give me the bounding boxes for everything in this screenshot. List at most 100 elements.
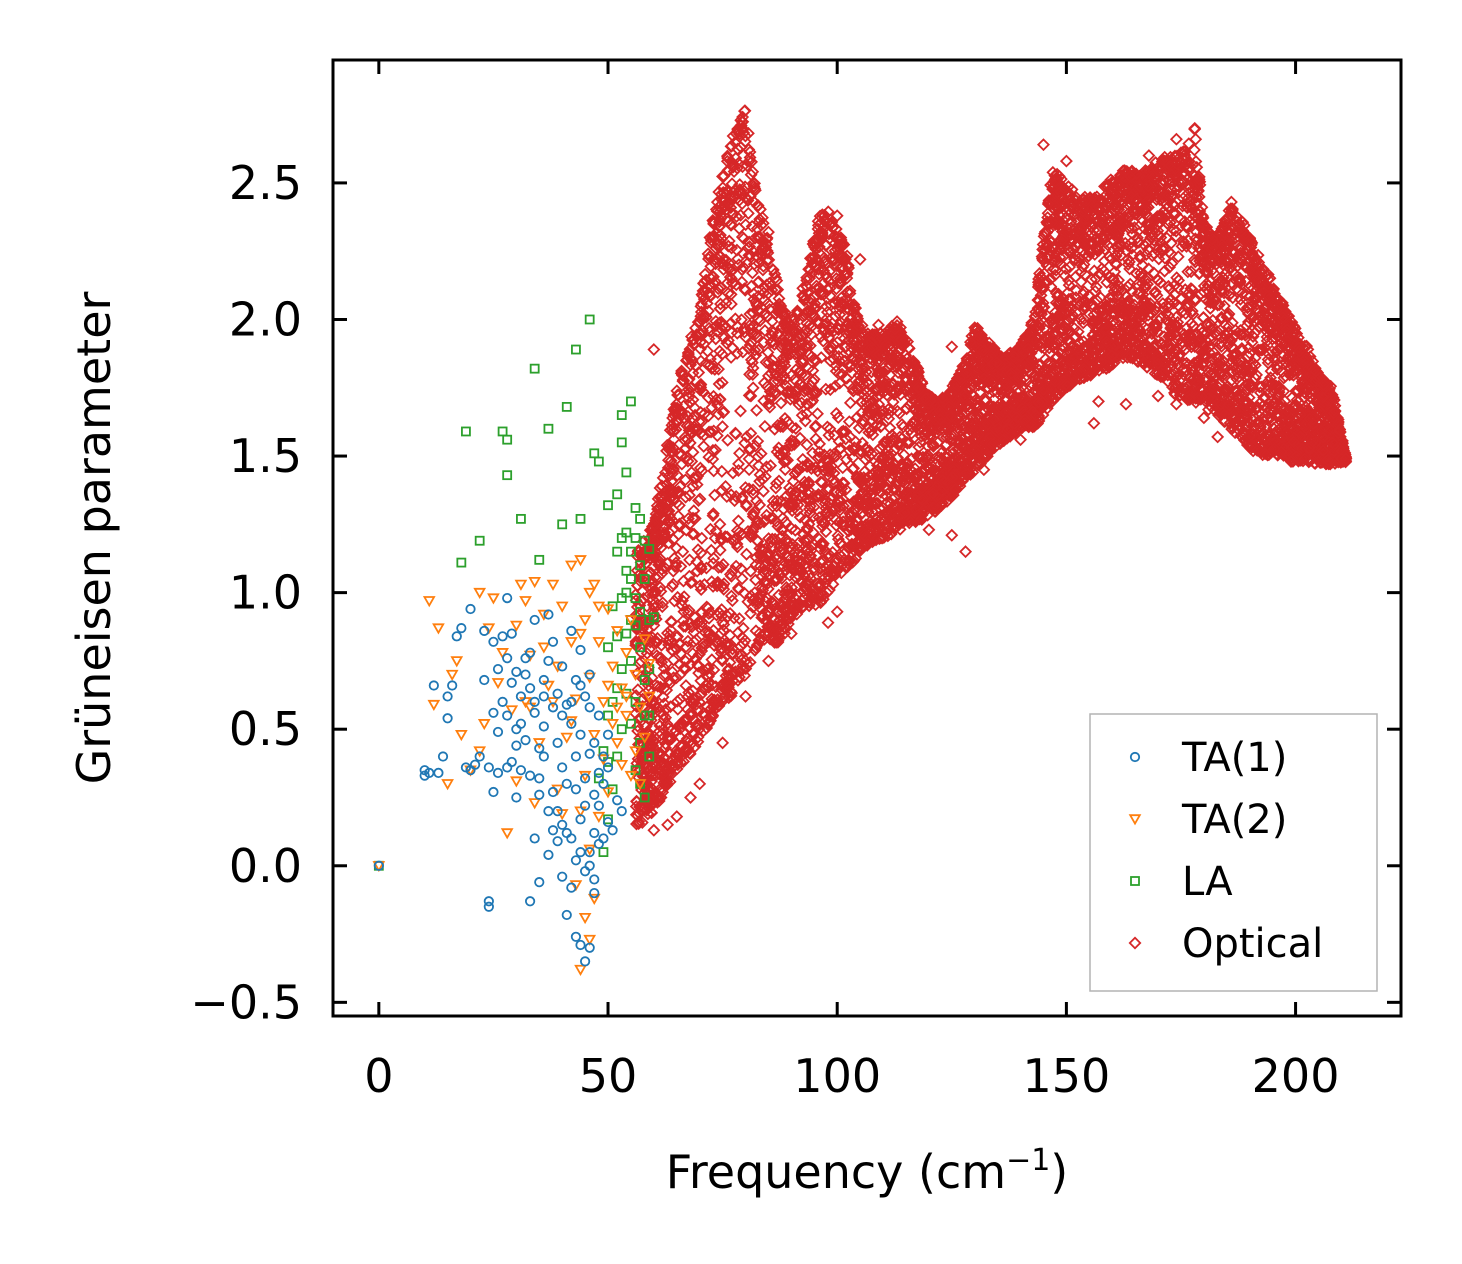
optical-point [656, 529, 670, 543]
optical-point [684, 576, 698, 590]
optical-point [921, 440, 935, 453]
optical-point [802, 517, 816, 531]
optical-point [721, 286, 735, 300]
optical-point [811, 487, 825, 501]
optical-point [635, 584, 649, 598]
optical-point [729, 559, 743, 573]
optical-point [673, 480, 687, 494]
optical-point [711, 407, 725, 421]
optical-point [692, 666, 706, 680]
optical-point [676, 614, 690, 628]
optical-point [645, 581, 659, 595]
optical-point [702, 286, 716, 300]
optical-point [1291, 384, 1305, 398]
optical-point [666, 462, 680, 476]
optical-point [734, 639, 748, 653]
optical-point [743, 367, 757, 381]
optical-point [689, 633, 703, 647]
optical-point [1109, 258, 1123, 272]
optical-point [895, 418, 909, 431]
optical-point [774, 371, 788, 385]
optical-point [738, 481, 752, 495]
optical-point [895, 438, 909, 452]
optical-point [819, 505, 833, 519]
optical-point [724, 297, 738, 311]
optical-point [1073, 295, 1087, 309]
optical-point [724, 589, 738, 603]
optical-point [949, 419, 963, 432]
optical-point [766, 353, 780, 367]
optical-point [1210, 324, 1224, 338]
optical-point [762, 355, 776, 369]
optical-point [779, 379, 793, 393]
optical-point [805, 350, 818, 364]
optical-point [1087, 229, 1101, 243]
optical-point [708, 488, 722, 502]
optical-point [862, 444, 876, 458]
optical-point [1180, 356, 1193, 370]
optical-point [749, 558, 763, 572]
optical-point [776, 333, 790, 347]
optical-point [745, 266, 759, 280]
optical-point [661, 730, 675, 744]
optical-point [1068, 330, 1082, 344]
optical-point [819, 382, 833, 396]
optical-point [744, 353, 758, 367]
optical-point [1071, 325, 1085, 339]
optical-point [679, 523, 693, 537]
optical-point [740, 547, 754, 561]
optical-point [632, 608, 646, 622]
optical-point [713, 302, 727, 316]
optical-point [695, 531, 709, 545]
optical-point [1049, 351, 1063, 365]
series-optical [629, 104, 1353, 837]
optical-point [804, 304, 818, 318]
optical-point [783, 568, 797, 582]
optical-point [672, 527, 686, 541]
optical-point [897, 487, 911, 501]
optical-point [1107, 203, 1121, 217]
optical-point [818, 544, 832, 558]
optical-point [758, 324, 772, 338]
optical-point [812, 445, 826, 459]
optical-point [787, 438, 801, 451]
optical-point [954, 430, 968, 444]
optical-point [682, 617, 696, 630]
optical-point [1195, 358, 1209, 372]
optical-point [1195, 243, 1209, 257]
optical-point [1055, 239, 1069, 253]
optical-point [715, 347, 729, 361]
optical-point [746, 483, 760, 497]
optical-point [829, 407, 843, 420]
optical-point [813, 437, 827, 451]
optical-point [877, 470, 891, 484]
optical-point [1260, 334, 1274, 348]
optical-point [653, 581, 667, 594]
optical-point [697, 439, 711, 453]
optical-point [630, 756, 644, 770]
optical-point [665, 418, 679, 432]
optical-point [1289, 398, 1303, 412]
optical-point [801, 456, 815, 470]
optical-point [1152, 229, 1166, 243]
optical-point [759, 355, 773, 369]
optical-point [749, 295, 763, 309]
optical-point [654, 584, 668, 598]
optical-point [790, 339, 804, 353]
optical-point [691, 730, 705, 744]
optical-point [675, 457, 689, 471]
optical-point [1027, 386, 1041, 400]
optical-point [778, 463, 792, 477]
optical-point [697, 428, 711, 442]
optical-point [1130, 231, 1144, 245]
optical-point [725, 594, 739, 608]
optical-point [779, 532, 793, 546]
optical-point [1133, 249, 1147, 263]
optical-point [783, 498, 797, 512]
optical-point [885, 428, 899, 442]
optical-point [1138, 293, 1152, 307]
optical-point [833, 503, 847, 517]
optical-point [761, 297, 775, 311]
optical-point [1106, 290, 1119, 304]
optical-point [692, 366, 706, 380]
